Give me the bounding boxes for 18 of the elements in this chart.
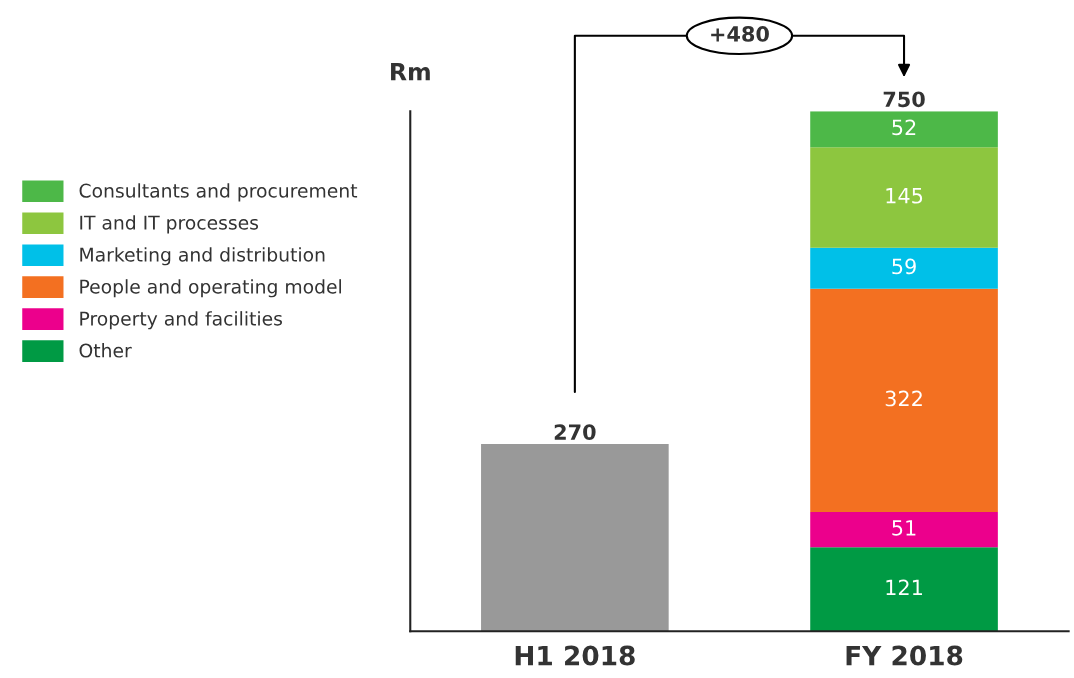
- text: +480: [711, 26, 769, 42]
- x-tick-label: H1 2018: [515, 645, 635, 666]
- data-label: 121: [886, 579, 922, 596]
- legend-label: Other: [79, 343, 132, 358]
- legend-label: Marketing and distribution: [80, 247, 325, 266]
- legend-label: IT and IT processes: [80, 215, 259, 234]
- data-label: 51: [892, 520, 916, 536]
- data-label: 145: [886, 188, 923, 204]
- legend-label: Property and facilities: [80, 311, 282, 330]
- x-tick-label: FY 2018: [846, 645, 963, 666]
- data-label: 59: [892, 258, 916, 275]
- y-axis-title: Rm: [391, 63, 430, 81]
- legend-label: Consultants and procurement: [79, 183, 358, 202]
- total-label: 750: [883, 91, 925, 108]
- data-label: 52: [892, 119, 916, 136]
- total-label: 270: [554, 424, 596, 440]
- data-label: 322: [885, 390, 922, 407]
- legend-label: People and operating model: [80, 279, 342, 298]
